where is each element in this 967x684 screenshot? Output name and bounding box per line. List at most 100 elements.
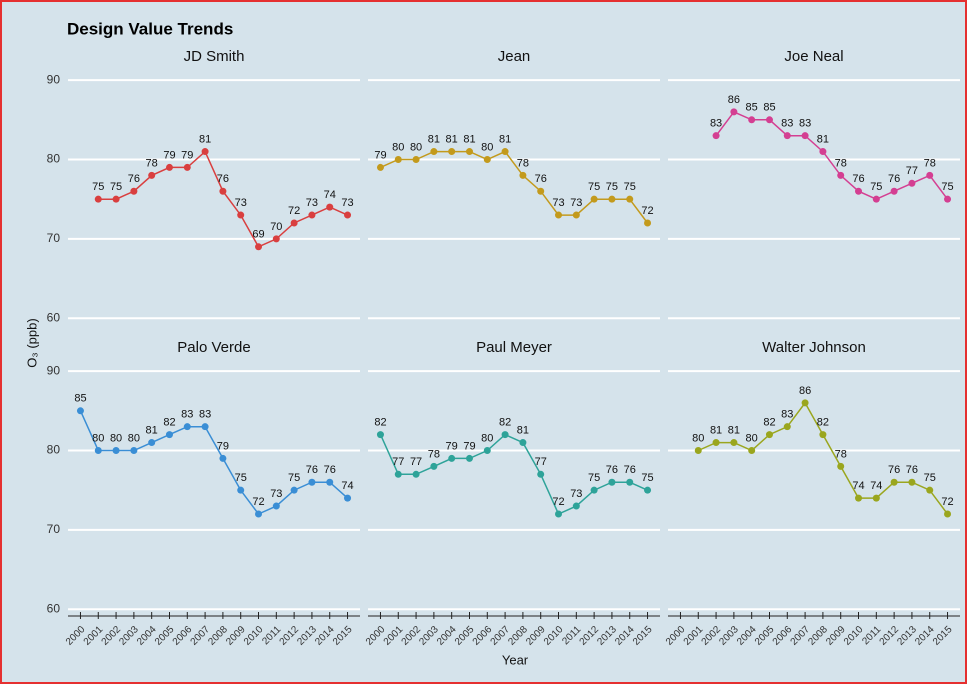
point: [537, 470, 545, 478]
point: [165, 163, 173, 171]
data-label: 75: [641, 472, 653, 484]
data-label: 83: [781, 409, 793, 421]
y-axis-label: O₃ (ppb): [24, 318, 39, 367]
data-label: 75: [288, 472, 300, 484]
point: [219, 187, 227, 195]
data-label: 86: [799, 385, 811, 397]
data-label: 79: [374, 149, 386, 161]
y-tick-label: 90: [47, 72, 61, 86]
panel-title: Palo Verde: [177, 339, 250, 356]
data-label: 72: [941, 496, 953, 508]
data-label: 78: [924, 157, 936, 169]
chart-title: Design Value Trends: [67, 19, 233, 38]
point: [872, 195, 880, 203]
data-label: 73: [570, 488, 582, 500]
point: [130, 187, 138, 195]
y-tick-label: 60: [47, 601, 61, 615]
data-label: 72: [252, 496, 264, 508]
point: [572, 502, 580, 510]
series-line: [380, 150, 649, 224]
point: [237, 486, 245, 494]
panel-title: Jean: [498, 48, 531, 65]
data-label: 81: [428, 133, 440, 145]
point: [376, 431, 384, 439]
point: [765, 116, 773, 124]
data-label: 73: [306, 197, 318, 209]
point: [590, 195, 598, 203]
point: [801, 132, 809, 140]
point: [326, 203, 334, 211]
data-label: 82: [763, 417, 775, 429]
point: [148, 171, 156, 179]
point: [783, 132, 791, 140]
y-tick-label: 80: [47, 152, 61, 166]
point: [590, 486, 598, 494]
data-label: 81: [817, 133, 829, 145]
data-label: 81: [146, 424, 158, 436]
data-label: 82: [374, 417, 386, 429]
point: [837, 171, 845, 179]
data-label: 81: [728, 424, 740, 436]
data-label: 80: [410, 141, 422, 153]
data-label: 76: [852, 173, 864, 185]
data-label: 72: [288, 205, 300, 217]
point: [165, 431, 173, 439]
panel-title: Joe Neal: [784, 48, 843, 65]
data-label: 76: [906, 464, 918, 476]
data-label: 79: [446, 440, 458, 452]
data-label: 76: [888, 464, 900, 476]
data-label: 77: [410, 456, 422, 468]
point: [376, 163, 384, 171]
data-label: 81: [710, 424, 722, 436]
point: [76, 407, 84, 415]
data-label: 80: [110, 432, 122, 444]
point: [783, 423, 791, 431]
point: [94, 195, 102, 203]
point: [944, 195, 952, 203]
point: [801, 399, 809, 407]
data-label: 72: [552, 496, 564, 508]
point: [130, 446, 138, 454]
point: [944, 510, 952, 518]
data-label: 85: [74, 393, 86, 405]
point: [272, 235, 280, 243]
point: [201, 148, 209, 156]
point: [837, 462, 845, 470]
data-label: 80: [392, 141, 404, 153]
point: [555, 211, 563, 219]
point: [94, 446, 102, 454]
point: [908, 478, 916, 486]
point: [694, 446, 702, 454]
data-label: 86: [728, 94, 740, 106]
data-label: 72: [641, 205, 653, 217]
data-label: 79: [181, 149, 193, 161]
data-label: 70: [270, 221, 282, 233]
point: [855, 494, 863, 502]
data-label: 81: [463, 133, 475, 145]
data-label: 76: [128, 173, 140, 185]
data-label: 77: [906, 165, 918, 177]
y-tick-label: 90: [47, 363, 61, 377]
point: [890, 478, 898, 486]
point: [819, 148, 827, 156]
point: [572, 211, 580, 219]
data-label: 82: [163, 417, 175, 429]
data-label: 85: [763, 102, 775, 114]
data-label: 80: [481, 141, 493, 153]
point: [519, 439, 527, 447]
data-label: 81: [517, 424, 529, 436]
point: [412, 155, 420, 163]
point: [148, 439, 156, 447]
point: [183, 423, 191, 431]
data-label: 69: [252, 229, 264, 241]
point: [537, 187, 545, 195]
point: [290, 486, 298, 494]
y-tick-label: 60: [47, 310, 61, 324]
point: [237, 211, 245, 219]
data-label: 75: [92, 181, 104, 193]
data-label: 83: [199, 409, 211, 421]
point: [519, 171, 527, 179]
data-label: 78: [835, 448, 847, 460]
data-label: 74: [324, 189, 336, 201]
data-label: 77: [535, 456, 547, 468]
